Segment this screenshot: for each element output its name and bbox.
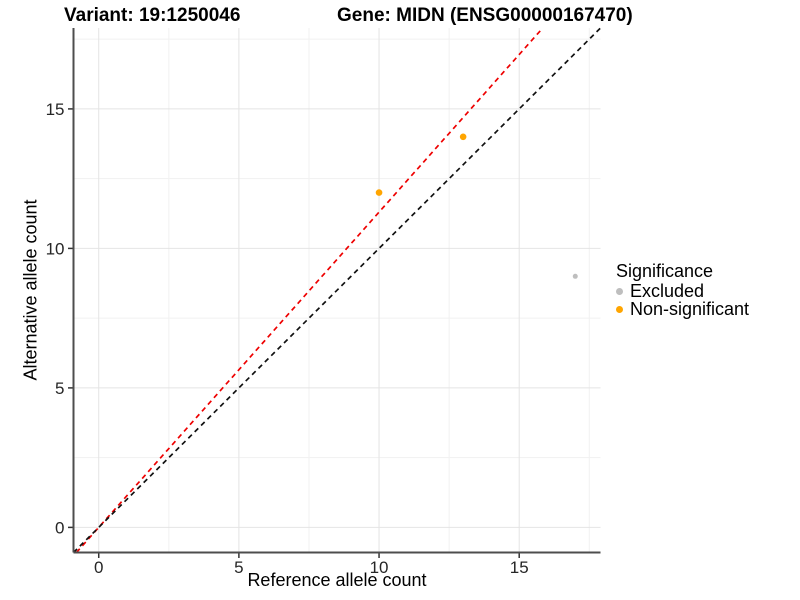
y-tick-label: 10 <box>46 239 65 258</box>
legend-label-non-significant: Non-significant <box>630 299 750 320</box>
identity-line <box>72 27 602 554</box>
legend-item-excluded: Excluded <box>616 280 749 301</box>
variant-title: Variant: 19:1250046 <box>64 5 241 26</box>
y-tick-label: 0 <box>55 518 64 537</box>
x-tick-label: 15 <box>510 558 529 577</box>
x-axis-label: Reference allele count <box>247 570 427 590</box>
legend: Significance Excluded Non-significant <box>616 260 749 319</box>
y-tick-label: 5 <box>55 379 64 398</box>
expected-ratio-line <box>75 27 544 554</box>
legend-item-non-significant: Non-significant <box>616 299 750 320</box>
non-significant-dot-icon <box>616 306 623 314</box>
legend-title: Significance <box>616 261 714 281</box>
data-point-excluded <box>572 273 578 279</box>
y-tick-label: 15 <box>46 100 65 119</box>
x-tick-label: 10 <box>370 558 389 577</box>
data-point-non-significant <box>459 133 467 141</box>
gene-title: Gene: MIDN (ENSG00000167470) <box>337 5 633 26</box>
excluded-dot-icon <box>616 287 623 295</box>
x-tick-label: 5 <box>234 558 243 577</box>
y-axis-label: Alternative allele count <box>20 199 41 381</box>
data-point-non-significant <box>375 189 383 196</box>
x-tick-label: 0 <box>94 558 103 577</box>
legend-label-excluded: Excluded <box>630 280 705 301</box>
